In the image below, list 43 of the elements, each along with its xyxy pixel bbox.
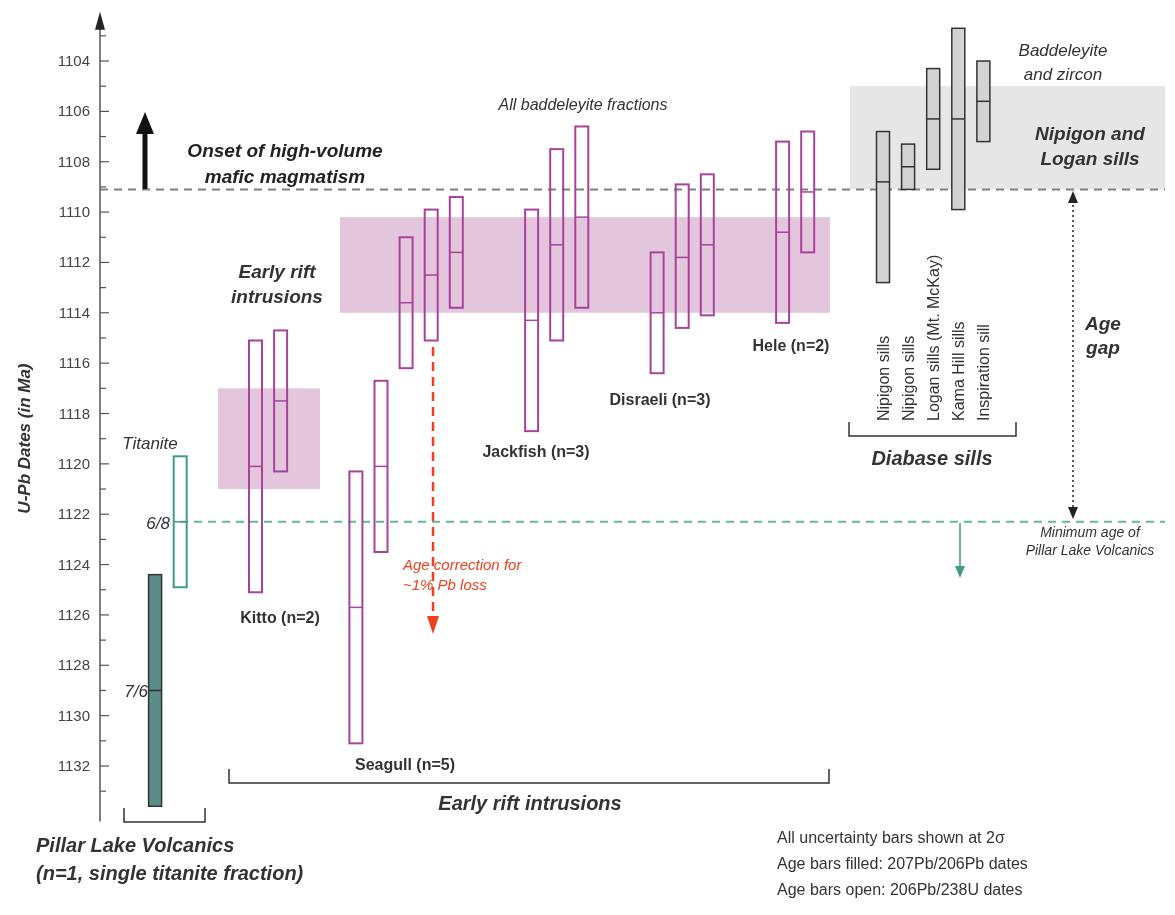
x-tick-label: Kama Hill sills xyxy=(950,321,968,421)
band-label: Early rift intrusions xyxy=(231,261,323,307)
y-tick-label: 1112 xyxy=(58,253,90,271)
y-tick-label: 1120 xyxy=(57,454,90,472)
text: All uncertainty bars shown at 2σ xyxy=(777,829,1005,846)
annotation: Hele (n=2) xyxy=(752,337,830,354)
annotation: 7/6 xyxy=(124,682,149,701)
y-tick-label: 1118 xyxy=(58,404,90,422)
annotation: Early rift intrusions xyxy=(438,792,622,814)
y-tick-label: 1126 xyxy=(57,605,90,623)
annotation: Age correction for ~1% Pb loss xyxy=(402,556,523,593)
y-axis-title: U-Pb Dates (in Ma) xyxy=(15,363,34,514)
text: Pillar Lake Volcanics (n=1, single titanite fraction) xyxy=(36,834,304,884)
y-tick-label: 1108 xyxy=(57,152,90,170)
annotation: Kitto (n=2) xyxy=(240,609,320,626)
ref-line-label: Minimum age of Pillar Lake Volcanics xyxy=(1025,524,1155,558)
ref-line-label: Onset of high-volume mafic magmatism xyxy=(187,140,384,187)
y-tick-label: 1110 xyxy=(58,203,90,221)
annotation: Seagull (n=5) xyxy=(354,756,456,773)
annotation: Disraeli (n=3) xyxy=(609,391,711,408)
y-tick-label: 1106 xyxy=(57,102,90,120)
annotation: 6/8 xyxy=(146,514,171,533)
y-tick-label: 1114 xyxy=(58,303,90,321)
band-label: Nipigon and Logan sills xyxy=(1035,123,1146,169)
y-tick-label: 1104 xyxy=(57,52,90,70)
x-tick-label: Logan sills (Mt. McKay) xyxy=(925,254,943,421)
annotation: Diabase sills xyxy=(871,447,993,469)
x-tick-label: Nipigon sills xyxy=(900,335,918,421)
annotation: All baddeleyite fractions xyxy=(497,96,668,113)
y-tick-label: 1128 xyxy=(57,656,90,674)
y-tick-label: 1124 xyxy=(57,555,90,573)
annotation: Titanite xyxy=(122,434,178,453)
y-tick-label: 1116 xyxy=(58,354,90,372)
annotation: Baddeleyite and zircon xyxy=(1018,41,1108,84)
x-tick-label: Nipigon sills xyxy=(875,335,892,421)
x-tick-label: Inspiration sill xyxy=(975,324,993,421)
text: Age bars open: 206Pb/238U dates xyxy=(777,881,1023,898)
annotation: Age gap xyxy=(1084,313,1122,358)
y-tick-label: 1130 xyxy=(57,706,90,724)
text: Age bars filled: 207Pb/206Pb dates xyxy=(777,855,1028,872)
annotation: Jackfish (n=3) xyxy=(482,443,590,460)
y-tick-label: 1132 xyxy=(57,757,90,775)
y-tick-label: 1122 xyxy=(57,505,90,523)
